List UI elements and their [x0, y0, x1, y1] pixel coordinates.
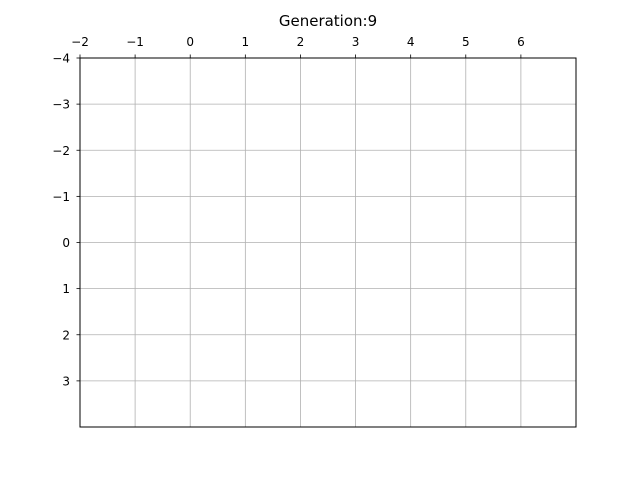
- x-tick-label: 1: [242, 35, 250, 49]
- x-axis-ticks: −2 −1 0 1 2 3 4 5 6: [71, 35, 525, 58]
- axes-frame: [79, 57, 577, 428]
- x-tick-label: 3: [352, 35, 360, 49]
- y-tick-label: −2: [52, 144, 70, 158]
- x-tick-label: 0: [186, 35, 194, 49]
- x-tick-label: 6: [517, 35, 525, 49]
- y-tick-label: −1: [52, 190, 70, 204]
- y-axis-ticks: −4 −3 −2 −1 0 1 2 3: [52, 52, 80, 388]
- x-tick-label: 4: [407, 35, 415, 49]
- x-tick-label: 2: [297, 35, 305, 49]
- plot-title: Generation:9: [279, 12, 377, 30]
- y-tick-label: −4: [52, 52, 70, 66]
- y-tick-label: 3: [62, 374, 70, 388]
- y-tick-label: 1: [62, 282, 70, 296]
- x-tick-label: −2: [71, 35, 89, 49]
- grid-lines: [79, 57, 576, 427]
- y-tick-label: 2: [62, 328, 70, 342]
- y-tick-label: 0: [62, 236, 70, 250]
- x-tick-label: −1: [126, 35, 144, 49]
- y-tick-label: −3: [52, 98, 70, 112]
- x-tick-label: 5: [462, 35, 470, 49]
